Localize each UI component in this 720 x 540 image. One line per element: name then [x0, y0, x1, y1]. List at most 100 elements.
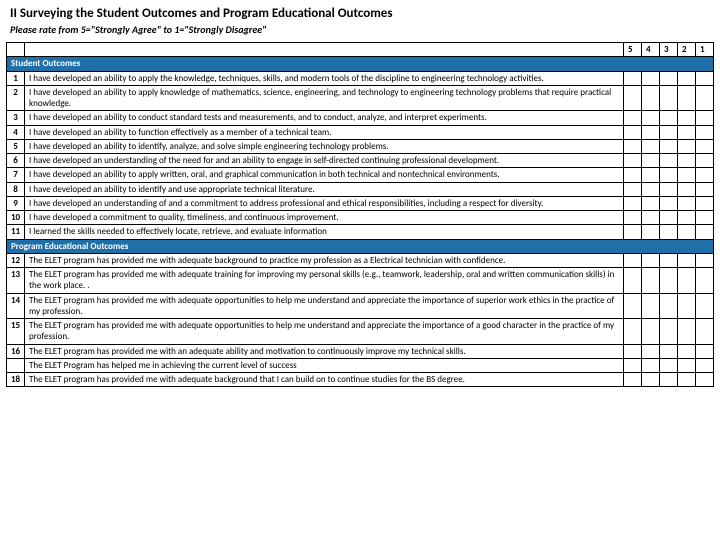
rating-cell[interactable] [624, 139, 642, 153]
rating-cell[interactable] [624, 211, 642, 225]
rating-cell[interactable] [696, 211, 714, 225]
rating-cell[interactable] [678, 85, 696, 111]
rating-cell[interactable] [678, 344, 696, 358]
rating-cell[interactable] [624, 373, 642, 387]
rating-cell[interactable] [624, 253, 642, 267]
rating-cell[interactable] [696, 111, 714, 125]
rating-cell[interactable] [696, 154, 714, 168]
rating-cell[interactable] [642, 125, 660, 139]
rating-cell[interactable] [660, 196, 678, 210]
rating-cell[interactable] [660, 253, 678, 267]
rating-cell[interactable] [678, 71, 696, 85]
rating-cell[interactable] [660, 111, 678, 125]
rating-cell[interactable] [660, 319, 678, 345]
rating-cell[interactable] [678, 358, 696, 372]
rating-cell[interactable] [642, 268, 660, 294]
rating-cell[interactable] [624, 71, 642, 85]
rating-cell[interactable] [660, 211, 678, 225]
rating-cell[interactable] [696, 225, 714, 239]
rating-cell[interactable] [660, 125, 678, 139]
rating-cell[interactable] [678, 182, 696, 196]
rating-cell[interactable] [660, 225, 678, 239]
rating-cell[interactable] [642, 154, 660, 168]
rating-cell[interactable] [660, 293, 678, 319]
rating-cell[interactable] [696, 125, 714, 139]
rating-cell[interactable] [624, 358, 642, 372]
rating-cell[interactable] [642, 111, 660, 125]
rating-cell[interactable] [678, 268, 696, 294]
rating-cell[interactable] [696, 168, 714, 182]
rating-cell[interactable] [642, 85, 660, 111]
rating-cell[interactable] [678, 125, 696, 139]
rating-cell[interactable] [642, 225, 660, 239]
rating-cell[interactable] [696, 358, 714, 372]
rating-cell[interactable] [624, 268, 642, 294]
rating-cell[interactable] [678, 211, 696, 225]
rating-cell[interactable] [678, 319, 696, 345]
rating-cell[interactable] [696, 85, 714, 111]
blank [25, 43, 624, 57]
rating-cell[interactable] [660, 182, 678, 196]
rating-cell[interactable] [624, 85, 642, 111]
rating-cell[interactable] [696, 319, 714, 345]
rating-header-4: 4 [642, 43, 660, 57]
rating-cell[interactable] [642, 373, 660, 387]
rating-cell[interactable] [642, 293, 660, 319]
section-program-outcomes: Program Educational Outcomes [7, 239, 714, 253]
rating-cell[interactable] [678, 111, 696, 125]
rating-cell[interactable] [660, 168, 678, 182]
rating-cell[interactable] [624, 225, 642, 239]
rating-cell[interactable] [678, 154, 696, 168]
rating-cell[interactable] [696, 344, 714, 358]
rating-cell[interactable] [696, 182, 714, 196]
row-number: 13 [7, 268, 25, 294]
rating-cell[interactable] [642, 71, 660, 85]
rating-cell[interactable] [696, 293, 714, 319]
rating-cell[interactable] [642, 196, 660, 210]
rating-cell[interactable] [696, 71, 714, 85]
rating-cell[interactable] [678, 139, 696, 153]
rating-cell[interactable] [678, 196, 696, 210]
rating-cell[interactable] [642, 168, 660, 182]
rating-cell[interactable] [660, 268, 678, 294]
rating-cell[interactable] [642, 319, 660, 345]
rating-cell[interactable] [624, 111, 642, 125]
table-row: 16 The ELET program has provided me with… [7, 344, 714, 358]
rating-cell[interactable] [696, 373, 714, 387]
rating-cell[interactable] [624, 154, 642, 168]
rating-cell[interactable] [660, 71, 678, 85]
rating-cell[interactable] [624, 319, 642, 345]
rating-cell[interactable] [678, 373, 696, 387]
rating-cell[interactable] [624, 168, 642, 182]
rating-cell[interactable] [624, 344, 642, 358]
rating-cell[interactable] [660, 358, 678, 372]
rating-cell[interactable] [642, 253, 660, 267]
rating-cell[interactable] [660, 154, 678, 168]
rating-cell[interactable] [642, 139, 660, 153]
rating-cell[interactable] [642, 358, 660, 372]
rating-cell[interactable] [642, 211, 660, 225]
row-number: 15 [7, 319, 25, 345]
row-number: 11 [7, 225, 25, 239]
rating-cell[interactable] [660, 139, 678, 153]
rating-cell[interactable] [696, 253, 714, 267]
rating-cell[interactable] [696, 268, 714, 294]
rating-cell[interactable] [624, 293, 642, 319]
row-number: 14 [7, 293, 25, 319]
rating-cell[interactable] [624, 125, 642, 139]
rating-cell[interactable] [678, 253, 696, 267]
rating-cell[interactable] [624, 182, 642, 196]
rating-cell[interactable] [642, 344, 660, 358]
rating-cell[interactable] [696, 139, 714, 153]
rating-cell[interactable] [660, 344, 678, 358]
row-text: I have developed an ability to apply the… [25, 71, 624, 85]
rating-cell[interactable] [660, 373, 678, 387]
rating-cell[interactable] [678, 293, 696, 319]
rating-cell[interactable] [678, 225, 696, 239]
rating-cell[interactable] [660, 85, 678, 111]
table-row: 5 I have developed an ability to identif… [7, 139, 714, 153]
rating-cell[interactable] [678, 168, 696, 182]
rating-cell[interactable] [696, 196, 714, 210]
rating-cell[interactable] [624, 196, 642, 210]
rating-cell[interactable] [642, 182, 660, 196]
